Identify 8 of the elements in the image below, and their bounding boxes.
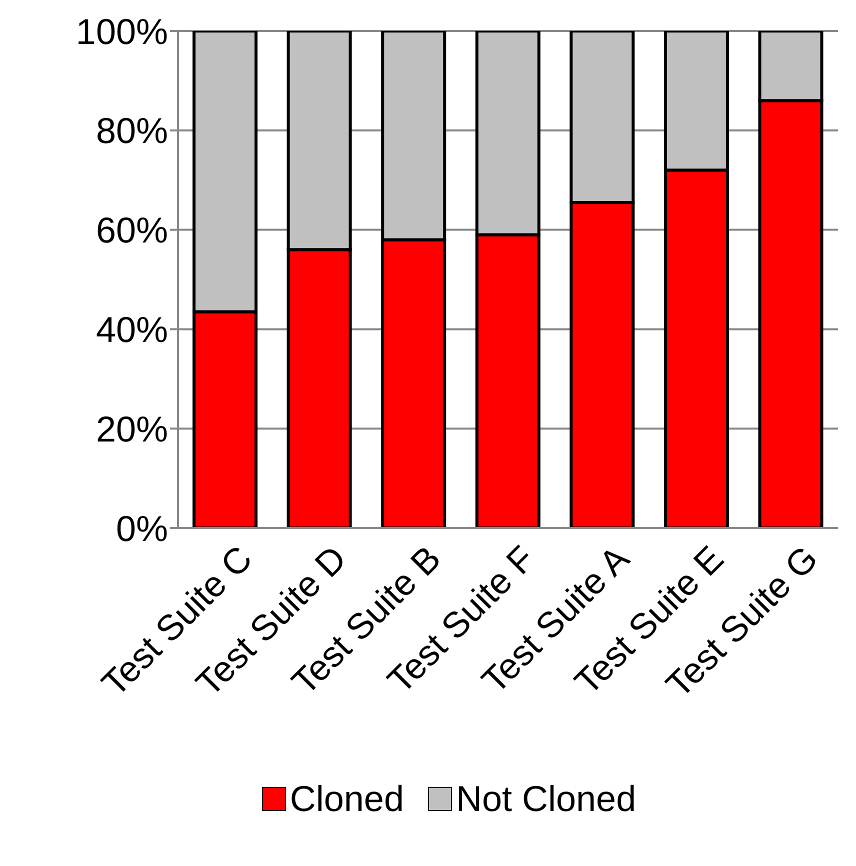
y-tick-label: 100% — [76, 10, 168, 52]
legend-label: Not Cloned — [456, 778, 636, 820]
legend-label: Cloned — [290, 778, 404, 820]
y-tick-label: 0% — [116, 508, 168, 549]
y-tick-label: 40% — [96, 308, 168, 350]
y-tick-label: 80% — [96, 110, 168, 152]
y-tick-label: 20% — [96, 408, 168, 450]
y-tick-label: 60% — [96, 210, 168, 251]
